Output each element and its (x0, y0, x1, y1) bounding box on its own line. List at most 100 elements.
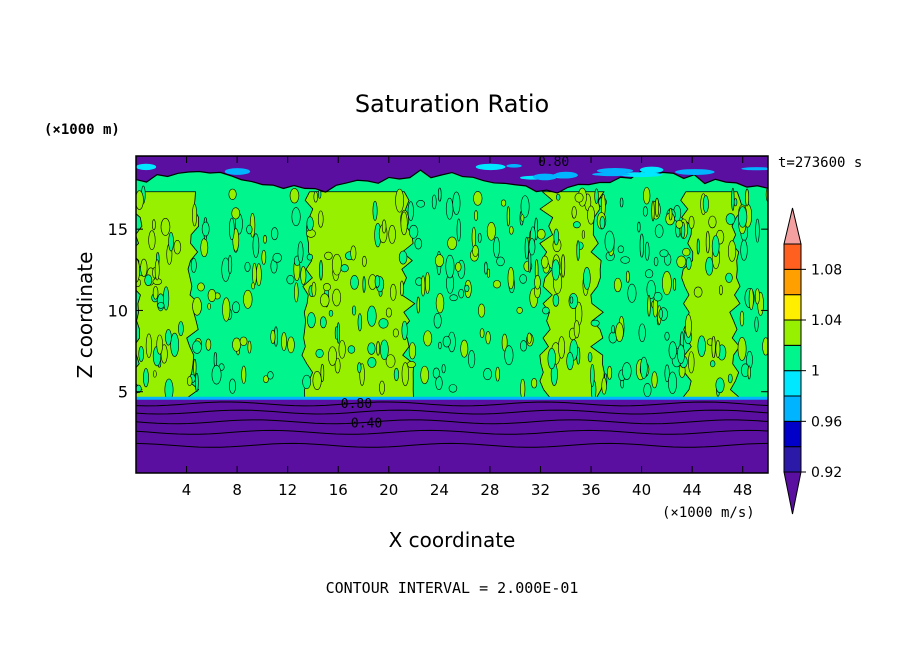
contour-cell (604, 230, 615, 253)
contour-cell (675, 219, 683, 229)
x-tick-label: 32 (531, 481, 550, 499)
contour-cell (477, 232, 482, 243)
x-tick-label: 48 (733, 481, 752, 499)
contour-cell (531, 378, 538, 389)
contour-cell (526, 332, 532, 344)
lower-contour-line (136, 419, 768, 425)
contour-cell (435, 293, 445, 314)
contour-cell (452, 191, 461, 215)
contour-cell (263, 375, 269, 384)
contour-cell (542, 306, 550, 315)
contour-cell (448, 384, 458, 393)
contour-cell (231, 207, 241, 220)
colorbar-label: 0.92 (811, 465, 842, 481)
contour-cell (367, 357, 377, 368)
contour-cell (495, 366, 500, 382)
contour-cell (711, 235, 720, 257)
contour-cell (252, 262, 257, 286)
contour-cell (267, 371, 274, 380)
contour-cell (643, 187, 651, 205)
x-tick-label: 36 (581, 481, 600, 499)
upper-band-streak (475, 163, 506, 171)
colorbar-label: 1 (811, 364, 820, 380)
colorbar-segment (783, 395, 802, 422)
contour-cell (737, 337, 747, 361)
contour-cell (587, 352, 593, 363)
contour-cell (320, 293, 330, 308)
x-tick-label: 12 (278, 481, 297, 499)
contour-cell (504, 345, 514, 366)
x-tick-label: 20 (379, 481, 398, 499)
contour-cell (493, 280, 501, 289)
contour-cell (733, 198, 738, 207)
contour-cell (347, 345, 356, 354)
contour-cell (338, 340, 346, 359)
contour-cell (697, 335, 706, 357)
contour-cell (682, 247, 691, 257)
contour-cell (213, 352, 218, 368)
contour-cell (552, 293, 560, 307)
contour-cell (241, 365, 247, 384)
contour-cell (399, 280, 404, 297)
contour-cell (569, 296, 574, 304)
contour-cell (566, 352, 574, 371)
y-axis-label: Z coordinate (73, 252, 97, 379)
contour-cell (312, 371, 322, 391)
contour-cell (619, 197, 624, 208)
contour-cell (620, 256, 631, 264)
contour-cell (232, 301, 240, 314)
contour-cell (500, 199, 507, 207)
contour-cell (423, 330, 433, 347)
contour-cell (664, 364, 670, 383)
contour-cell (350, 245, 357, 261)
contour-cell (638, 323, 646, 343)
contour-cell (313, 191, 318, 203)
contour-cell (228, 217, 235, 240)
contour-cell (170, 332, 179, 357)
contour-cell (152, 286, 159, 300)
contour-cell (350, 275, 359, 290)
contour-cell (573, 221, 581, 229)
contour-cell (627, 283, 637, 303)
contour-cell (576, 240, 580, 261)
contour-cell (197, 282, 205, 292)
contour-cell (664, 331, 670, 341)
contour-cell (688, 351, 695, 374)
contour-cell (725, 272, 733, 283)
x-tick-label: 24 (430, 481, 449, 499)
contour-cell (328, 309, 334, 317)
plot-frame (135, 155, 769, 474)
contour-cell (677, 344, 685, 364)
contour-cell (324, 251, 333, 260)
contour-cell (748, 288, 754, 311)
contour-cell (754, 288, 760, 305)
contour-cell (647, 294, 651, 317)
contour-cell (193, 358, 197, 376)
contour-cell (509, 225, 514, 235)
contour-cell (573, 320, 580, 339)
contour-cell (140, 258, 148, 277)
contour-cell (520, 378, 526, 400)
contour-cell (594, 188, 599, 204)
contour-cell (442, 335, 451, 348)
contour-cell (547, 347, 556, 370)
contour-cell (320, 363, 325, 382)
contour-cell (708, 215, 717, 229)
contour-cell (653, 256, 659, 267)
contour-cell (392, 328, 399, 338)
contour-cell (398, 250, 408, 265)
contour-cell (673, 277, 677, 291)
contour-cell (445, 254, 455, 279)
contour-cell (590, 319, 600, 327)
contour-cell (643, 383, 652, 397)
contour-plot-area (136, 156, 768, 473)
contour-cell (472, 244, 479, 257)
contour-cell (138, 346, 144, 362)
contour-cell (486, 221, 496, 241)
contour-cell (319, 260, 323, 281)
contour-cell (754, 316, 759, 332)
colorbar-label: 0.96 (811, 414, 842, 430)
lower-contour-line (136, 429, 768, 435)
contour-cell (178, 321, 184, 337)
contour-cell (501, 333, 508, 352)
